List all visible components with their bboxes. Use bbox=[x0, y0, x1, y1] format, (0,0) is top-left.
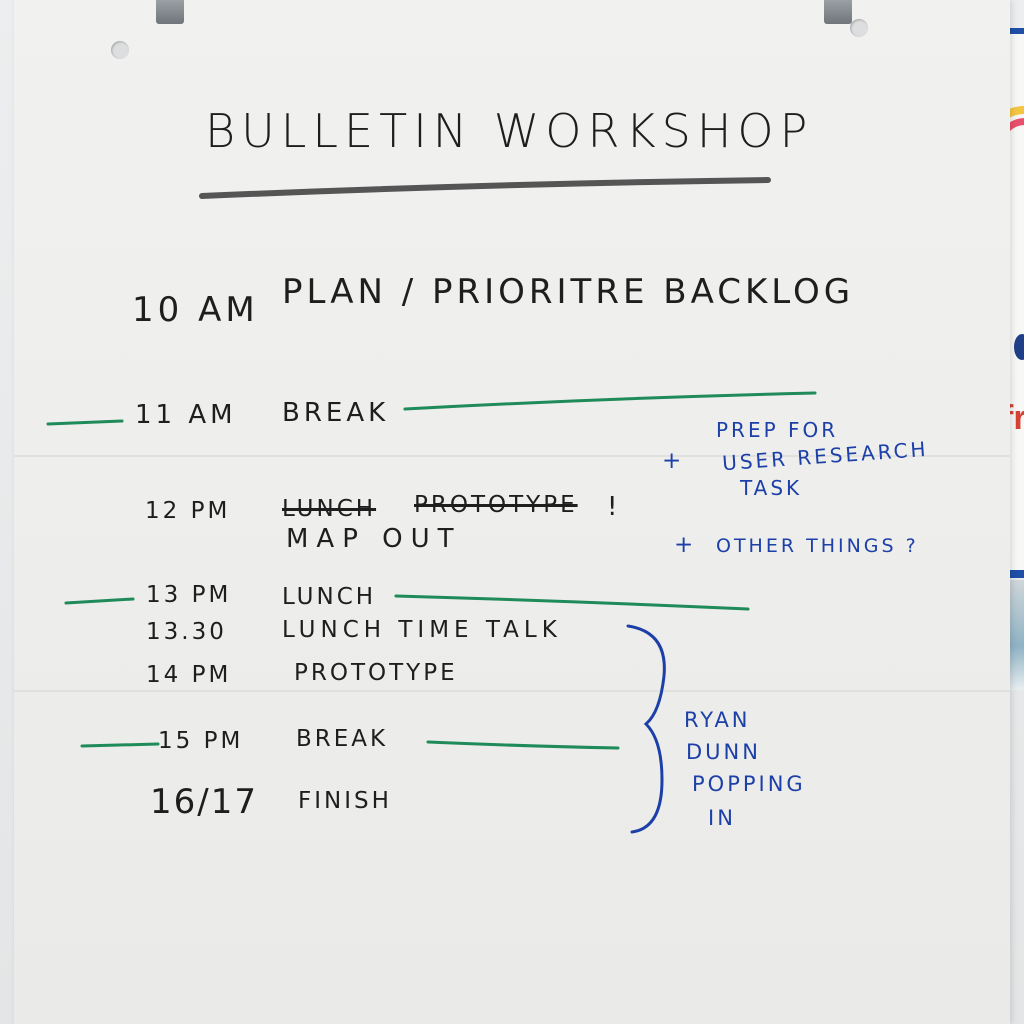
schedule-time-10am: 10 AM bbox=[132, 290, 259, 330]
schedule-struck-prototype: PROTOTYPE bbox=[414, 492, 578, 518]
flipchart-paper bbox=[14, 0, 1010, 1024]
page-title: BULLETIN WORKSHOP bbox=[205, 104, 814, 158]
schedule-activity-finish: FINISH bbox=[298, 788, 392, 814]
green-line-11am-right bbox=[403, 391, 817, 411]
schedule-time-11am: 11 AM bbox=[135, 400, 237, 430]
note-visitor-line-1: RYAN bbox=[684, 708, 751, 732]
note-other-things: OTHER THINGS ? bbox=[716, 535, 919, 557]
note-prep-line-3: TASK bbox=[740, 476, 803, 500]
schedule-exclamation: ! bbox=[607, 492, 622, 522]
green-line-13pm-left bbox=[64, 597, 135, 605]
paper-fold bbox=[14, 455, 1010, 457]
binder-clip-left bbox=[156, 0, 184, 24]
note-plus-prep: + bbox=[662, 448, 685, 474]
schedule-activity-break-2: BREAK bbox=[296, 726, 389, 752]
punch-hole-right bbox=[850, 19, 868, 37]
schedule-time-1617: 16/17 bbox=[150, 782, 258, 822]
schedule-time-1330: 13.30 bbox=[146, 619, 227, 645]
schedule-time-15pm: 15 PM bbox=[158, 728, 244, 754]
schedule-activity-lunch: LUNCH bbox=[282, 584, 377, 610]
green-line-11am-left bbox=[46, 419, 124, 426]
schedule-struck-lunch: LUNCH bbox=[282, 496, 377, 522]
note-prep-line-1: PREP FOR bbox=[716, 418, 839, 442]
note-visitor-line-2: DUNN bbox=[686, 740, 761, 764]
schedule-activity-break-1: BREAK bbox=[282, 398, 390, 428]
binder-clip-right bbox=[824, 0, 852, 24]
green-line-13pm-right bbox=[394, 594, 750, 611]
schedule-time-13pm: 13 PM bbox=[146, 582, 232, 608]
note-visitor-line-3: POPPING bbox=[692, 772, 806, 796]
schedule-activity-lunch-time-talk: LUNCH TIME TALK bbox=[282, 617, 562, 643]
schedule-activity-prototype: PROTOTYPE bbox=[294, 660, 458, 686]
poster-dot bbox=[1014, 334, 1024, 360]
paper-fold bbox=[14, 690, 1010, 692]
schedule-time-14pm: 14 PM bbox=[146, 662, 232, 688]
note-visitor-line-4: IN bbox=[708, 806, 736, 830]
schedule-time-12pm: 12 PM bbox=[145, 498, 231, 524]
blue-curly-brace bbox=[626, 624, 666, 834]
schedule-activity-plan: PLAN / PRIORITRE BACKLOG bbox=[282, 272, 855, 312]
title-underline bbox=[199, 177, 771, 199]
green-line-15pm-left bbox=[80, 742, 160, 748]
punch-hole-left bbox=[111, 41, 129, 59]
schedule-activity-map-out: MAP OUT bbox=[286, 524, 462, 554]
green-line-15pm-right bbox=[426, 740, 620, 750]
note-plus-other: + bbox=[674, 532, 697, 558]
